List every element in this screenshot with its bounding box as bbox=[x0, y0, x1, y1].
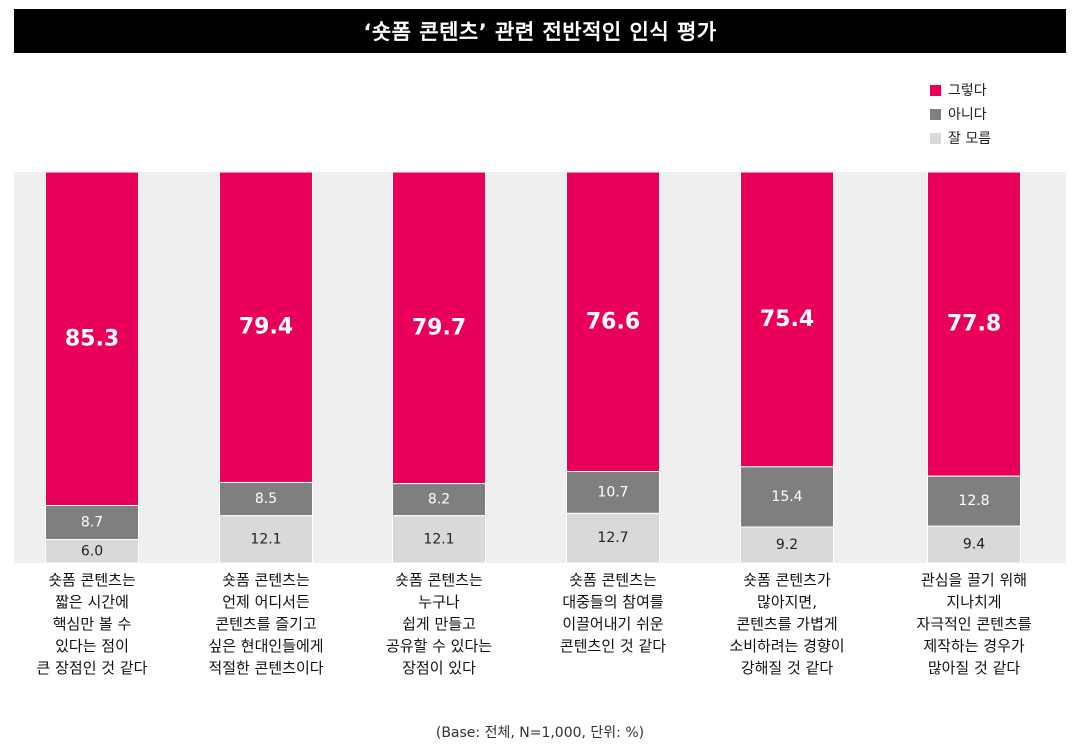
bar-segment-no-6 bbox=[927, 475, 1021, 527]
bar-segment-no-5 bbox=[740, 466, 834, 528]
category-label-line: 큰 장점인 것 같다 bbox=[37, 659, 148, 677]
bar-segment-no-4 bbox=[566, 471, 660, 514]
value-label-yes-1: 85.3 bbox=[65, 326, 119, 351]
category-label-line: 숏폼 콘텐츠는 bbox=[48, 571, 136, 589]
bar-segment-yes-2 bbox=[219, 171, 313, 483]
value-label-yes-6: 77.8 bbox=[947, 312, 1001, 337]
category-label-line: 쉽게 만들고 bbox=[402, 615, 476, 633]
bar-segment-yes-6 bbox=[927, 171, 1021, 477]
bar-segment-no-2 bbox=[219, 481, 313, 517]
legend-label-unsure: 잘 모름 bbox=[948, 131, 992, 147]
value-label-no-1: 8.7 bbox=[81, 515, 103, 531]
footer-note: (Base: 전체, N=1,000, 단위: %) bbox=[435, 725, 645, 741]
bars-group: 85.3 8.7 6.0 79.4 8.5 12.1 79.7 8.2 12.1 76.6 10.7… bbox=[45, 171, 1021, 564]
bar-segment-unsure-4 bbox=[566, 512, 660, 564]
category-label-line: 장점이 있다 bbox=[402, 659, 476, 677]
bar-segment-unsure-2 bbox=[219, 515, 313, 564]
category-label-line: 숏폼 콘텐츠는 bbox=[569, 571, 657, 589]
category-label-line: 누구나 bbox=[418, 593, 460, 611]
bar-segment-yes-1 bbox=[45, 171, 139, 507]
category-label-line: 공유할 수 있다는 bbox=[386, 637, 492, 655]
category-label-line: 대중들의 참여를 bbox=[562, 593, 664, 611]
value-label-unsure-2: 12.1 bbox=[250, 531, 281, 547]
category-label-line: 숏폼 콘텐츠가 bbox=[743, 571, 831, 589]
legend-label-yes: 그렇다 bbox=[948, 83, 987, 99]
bar-segment-unsure-6 bbox=[927, 525, 1021, 564]
value-label-yes-2: 79.4 bbox=[239, 315, 293, 340]
value-label-unsure-1: 6.0 bbox=[81, 543, 103, 559]
category-label-line: 많아지면, bbox=[757, 593, 817, 611]
category-label-line: 관심을 끌기 위해 bbox=[921, 571, 1027, 589]
legend: 그렇다 아니다 잘 모름 bbox=[930, 78, 991, 150]
bar-segment-no-1 bbox=[45, 505, 139, 541]
category-label-line: 콘텐츠를 가볍게 bbox=[736, 615, 837, 633]
category-label-line: 이끌어내기 쉬운 bbox=[562, 615, 664, 633]
category-label-line: 지나치게 bbox=[946, 593, 1001, 611]
category-label-line: 싶은 현대인들에게 bbox=[208, 637, 323, 655]
category-label-line: 핵심만 볼 수 bbox=[53, 615, 132, 633]
value-label-unsure-4: 12.7 bbox=[597, 530, 628, 546]
legend-item-unsure: 잘 모름 bbox=[930, 126, 991, 150]
bar-segment-unsure-1 bbox=[45, 539, 139, 564]
category-label-line: 제작하는 경우가 bbox=[923, 637, 1025, 655]
category-label-line: 소비하려는 경향이 bbox=[729, 637, 844, 655]
value-label-no-6: 12.8 bbox=[958, 493, 989, 509]
bar-segment-yes-5 bbox=[740, 171, 834, 468]
legend-item-yes: 그렇다 bbox=[930, 78, 991, 102]
category-label-line: 콘텐츠를 즐기고 bbox=[215, 615, 316, 633]
category-label-line: 숏폼 콘텐츠는 bbox=[395, 571, 483, 589]
category-label-line: 강해질 것 같다 bbox=[741, 659, 834, 677]
legend-item-no: 아니다 bbox=[930, 102, 991, 126]
chart-title: ‘숏폼 콘텐츠’ 관련 전반적인 인식 평가 bbox=[363, 20, 717, 44]
category-label-line: 있다는 점이 bbox=[55, 637, 129, 655]
value-label-no-3: 8.2 bbox=[428, 492, 450, 508]
value-label-unsure-3: 12.1 bbox=[423, 531, 454, 547]
value-label-yes-3: 79.7 bbox=[412, 315, 466, 340]
value-label-yes-5: 75.4 bbox=[760, 307, 814, 332]
plot-background bbox=[14, 172, 1066, 563]
bar-segment-no-3 bbox=[392, 483, 486, 517]
value-label-no-5: 15.4 bbox=[771, 489, 802, 505]
category-label-line: 많아질 것 같다 bbox=[928, 659, 1021, 677]
legend-label-no: 아니다 bbox=[948, 107, 987, 123]
value-label-no-4: 10.7 bbox=[597, 484, 628, 500]
value-label-unsure-6: 9.4 bbox=[963, 537, 985, 553]
chart-title-bar: ‘숏폼 콘텐츠’ 관련 전반적인 인식 평가 bbox=[14, 9, 1066, 53]
category-label-line: 적절한 콘텐츠이다 bbox=[208, 659, 323, 677]
value-label-yes-4: 76.6 bbox=[586, 309, 640, 334]
legend-swatch-no bbox=[930, 108, 941, 120]
value-label-no-2: 8.5 bbox=[255, 491, 277, 507]
category-label-line: 콘텐츠인 것 같다 bbox=[560, 637, 666, 655]
bar-segment-unsure-3 bbox=[392, 515, 486, 564]
bar-segment-unsure-5 bbox=[740, 526, 834, 564]
value-label-unsure-5: 9.2 bbox=[776, 537, 798, 553]
bar-segment-yes-3 bbox=[392, 171, 486, 485]
legend-swatch-unsure bbox=[930, 132, 941, 144]
category-label-line: 짧은 시간에 bbox=[55, 593, 129, 611]
category-label-line: 자극적인 콘텐츠를 bbox=[916, 615, 1031, 633]
legend-swatch-yes bbox=[930, 84, 941, 96]
category-label-line: 언제 어디서든 bbox=[222, 593, 310, 611]
category-label-line: 숏폼 콘텐츠는 bbox=[222, 571, 310, 589]
bar-segment-yes-4 bbox=[566, 171, 660, 473]
